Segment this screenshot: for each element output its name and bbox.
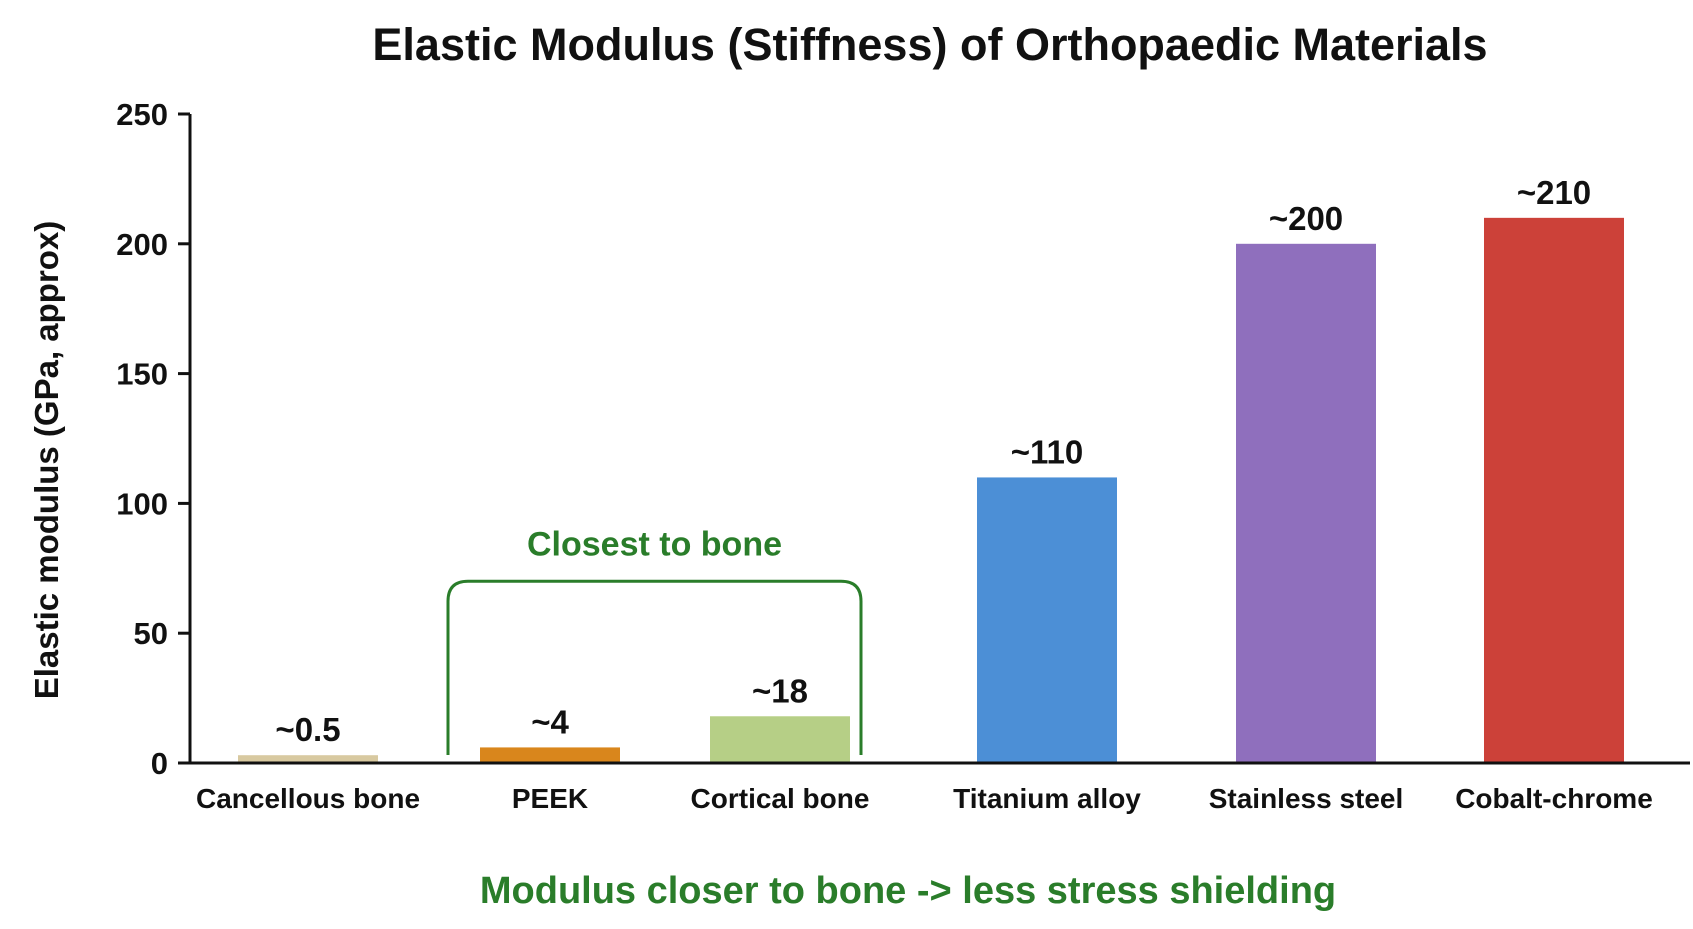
- y-tick-label: 0: [151, 746, 168, 781]
- data-label-1: ~4: [531, 703, 569, 740]
- data-label-4: ~200: [1269, 200, 1343, 237]
- data-label-3: ~110: [1011, 433, 1084, 470]
- category-label-0: Cancellous bone: [196, 783, 420, 814]
- footer-note: Modulus closer to bone -> less stress sh…: [480, 870, 1336, 912]
- y-tick-label: 250: [116, 97, 168, 132]
- data-label-0: ~0.5: [275, 711, 340, 748]
- category-label-4: Stainless steel: [1209, 783, 1404, 814]
- closest-to-bone-label: Closest to bone: [527, 525, 782, 563]
- bar-5: [1484, 217, 1624, 764]
- bar-2: [710, 716, 850, 763]
- data-label-2: ~18: [752, 672, 808, 709]
- y-tick-label: 200: [116, 227, 168, 262]
- x-axis: Cancellous bone PEEK Cortical bone Titanium…: [190, 761, 1690, 814]
- category-label-3: Titanium alloy: [953, 783, 1141, 814]
- y-tick-label: 100: [116, 486, 168, 521]
- y-tick-label: 150: [116, 357, 168, 392]
- bar-3: [977, 477, 1117, 763]
- y-tick-label: 50: [134, 616, 168, 651]
- y-axis-label: Elastic modulus (GPa, approx): [28, 221, 65, 700]
- bar-1: [480, 747, 620, 763]
- data-label-5: ~210: [1517, 174, 1591, 211]
- bar-0: [238, 755, 378, 763]
- y-axis: 0 50 100 150 200 250: [116, 97, 192, 781]
- bar-4: [1236, 243, 1376, 764]
- closest-to-bone-bracket: [446, 579, 863, 755]
- category-label-1: PEEK: [512, 783, 588, 814]
- bars: ~0.5 ~4 ~18 ~110 ~200 ~210: [238, 174, 1624, 764]
- category-label-2: Cortical bone: [691, 783, 870, 814]
- category-label-5: Cobalt-chrome: [1455, 783, 1653, 814]
- chart-title: Elastic Modulus (Stiffness) of Orthopaed…: [372, 19, 1487, 70]
- closest-to-bone-annotation: Closest to bone: [446, 525, 863, 755]
